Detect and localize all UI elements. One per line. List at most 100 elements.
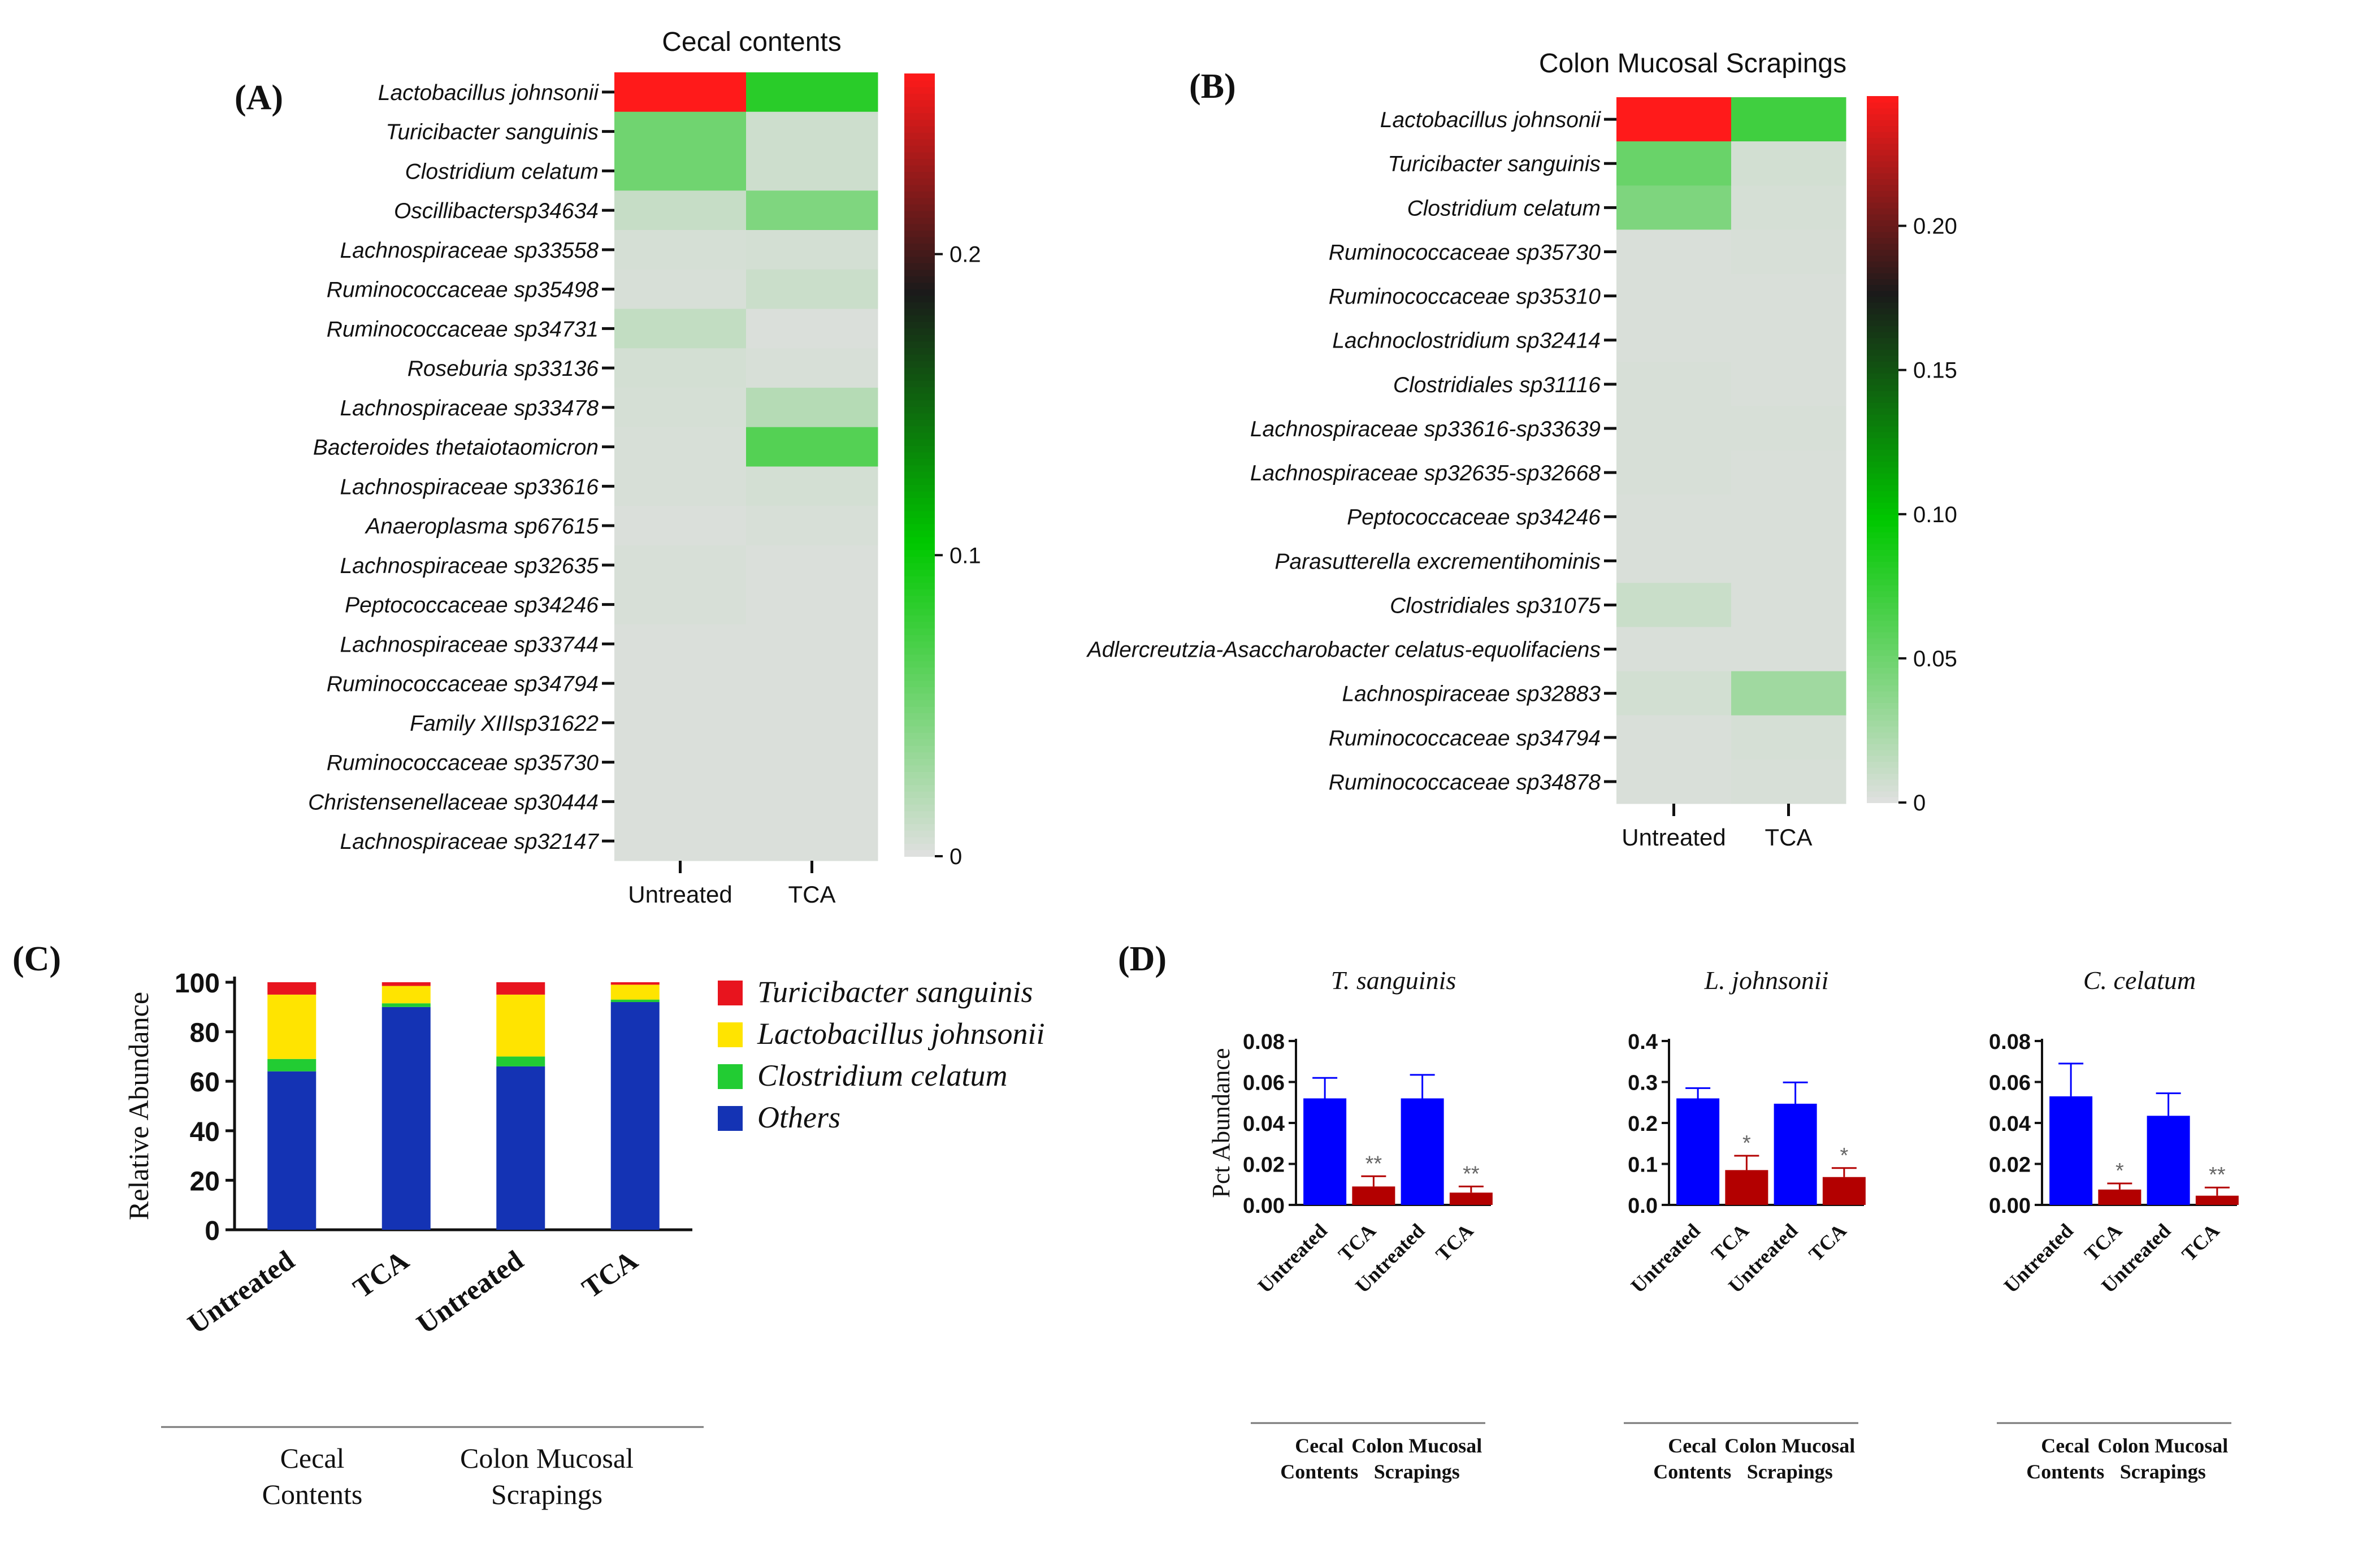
bar-c-y-tick-label: 0: [205, 1216, 220, 1246]
heatmap-b-cell: [1616, 97, 1732, 142]
heatmap-b-colorbar-segment: [1867, 443, 1898, 450]
heatmap-b-colorbar-segment: [1867, 691, 1898, 697]
heatmap-a-colorbar-segment: [904, 367, 935, 374]
heatmap-a-colorbar-segment: [904, 452, 935, 459]
heatmap-b-colorbar-segment: [1867, 331, 1898, 339]
heatmap-b-cell: [1616, 362, 1732, 407]
heatmap-a-colorbar-segment: [904, 745, 935, 753]
heatmap-b-row-label-ruminococcaceae-sp34794: Ruminococcaceae sp34794: [1329, 726, 1601, 751]
heatmap-b-colorbar-segment: [1867, 284, 1898, 291]
heatmap-b-colorbar-segment: [1867, 202, 1898, 209]
heatmap-b-cell: [1731, 715, 1846, 760]
heatmap-b-colorbar-segment: [1867, 379, 1898, 385]
bar-d-x-tick-label: TCA: [1431, 1219, 1477, 1265]
bar-d-group-label: Colon Mucosal: [1724, 1434, 1855, 1457]
heatmap-a-colorbar-segment: [904, 439, 935, 446]
heatmap-b-colorbar-segment: [1867, 626, 1898, 632]
heatmap-a-cell: [746, 388, 878, 428]
heatmap-b-colorbar-tick-label: 0.05: [1913, 647, 1957, 671]
heatmap-b-colorbar-segment: [1867, 396, 1898, 403]
bar-c-segment-clostridium-celatum: [267, 1059, 317, 1072]
heatmap-b-colorbar-segment: [1867, 302, 1898, 309]
heatmap-b-colorbar-segment: [1867, 178, 1898, 185]
heatmap-b-colorbar-segment: [1867, 520, 1898, 527]
heatmap-a-colorbar-segment: [904, 164, 935, 172]
heatmap-a-colorbar-segment: [904, 536, 935, 544]
heatmap-b-colorbar-segment: [1867, 726, 1898, 732]
heatmap-b-colorbar-segment: [1867, 567, 1898, 574]
heatmap-b-colorbar-segment: [1867, 261, 1898, 268]
heatmap-a-cell: [614, 72, 747, 112]
heatmap-b-colorbar-segment: [1867, 531, 1898, 539]
heatmap-b-colorbar-segment: [1867, 679, 1898, 686]
heatmap-a-cell: [614, 111, 747, 151]
bar-c-segment-clostridium-celatum: [382, 1003, 431, 1007]
heatmap-b-colorbar-segment: [1867, 543, 1898, 550]
heatmap-b-cell: [1731, 318, 1846, 363]
bar-d-y-tick-label: 0.0: [1628, 1194, 1658, 1218]
bar-c-legend-swatch-turicibacter-sanguinis: [718, 981, 743, 1005]
heatmap-a-colorbar-segment: [904, 628, 935, 635]
heatmap-a-colorbar-segment: [904, 138, 935, 146]
heatmap-a-colorbar-segment: [904, 243, 935, 250]
heatmap-a-cell: [746, 269, 878, 309]
heatmap-a-colorbar-segment: [904, 288, 935, 296]
bar-d-title-t-sanguinis: T. sanguinis: [1331, 966, 1456, 995]
heatmap-a-row-label-oscillibactersp34634: Oscillibactersp34634: [394, 199, 599, 223]
heatmap-a-colorbar-segment: [904, 210, 935, 218]
bar-d-group-label: Cecal: [2041, 1434, 2089, 1457]
heatmap-b-row-label-lactobacillus-johnsonii: Lactobacillus johnsonii: [1380, 108, 1602, 132]
heatmap-b-colorbar-segment: [1867, 573, 1898, 580]
bar-d-y-tick-label: 0.06: [1989, 1072, 2031, 1095]
heatmap-a-colorbar-segment: [904, 354, 935, 361]
bar-c-legend-label-others: Others: [757, 1100, 840, 1134]
heatmap-a-colorbar-segment: [904, 778, 935, 786]
heatmap-a-colorbar-segment: [904, 739, 935, 746]
bar-c-segment-others: [267, 1071, 317, 1230]
heatmap-b-colorbar-segment: [1867, 684, 1898, 692]
bar-c-segment-lactobacillus-johnsonii: [496, 994, 545, 1057]
bar-d-x-tick-label: Untreated: [1627, 1219, 1705, 1297]
heatmap-b-row-label-parasutterella-excrementihominis: Parasutterella excrementihominis: [1274, 549, 1601, 574]
heatmap-a-cell: [614, 348, 747, 388]
heatmap-b-cell: [1731, 583, 1846, 627]
heatmap-a-colorbar-segment: [904, 341, 935, 348]
heatmap-a-colorbar-segment: [904, 660, 935, 668]
heatmap-a-colorbar-segment: [904, 275, 935, 283]
heatmap-a-colorbar-segment: [904, 641, 935, 648]
heatmap-b-colorbar-segment: [1867, 637, 1898, 644]
heatmap-a-colorbar-segment: [904, 849, 935, 857]
heatmap-a-cell: [746, 782, 878, 822]
heatmap-b-colorbar-segment: [1867, 784, 1898, 792]
heatmap-b-colorbar-segment: [1867, 267, 1898, 274]
heatmap-b-colorbar-segment: [1867, 343, 1898, 350]
heatmap-a-cell: [746, 703, 878, 743]
heatmap-a-colorbar-segment: [904, 680, 935, 687]
bar-d-bar: [2147, 1116, 2190, 1205]
heatmap-a-colorbar-segment: [904, 445, 935, 453]
heatmap-a-colorbar-segment: [904, 517, 935, 524]
bar-c-group-label: Colon Mucosal: [460, 1442, 634, 1474]
heatmap-b-colorbar-segment: [1867, 755, 1898, 762]
bar-c-segment-others: [610, 1002, 660, 1230]
heatmap-a-colorbar-segment: [904, 321, 935, 329]
heatmap-a-colorbar-segment: [904, 654, 935, 661]
heatmap-a-colorbar-segment: [904, 523, 935, 531]
heatmap-a-colorbar-segment: [904, 112, 935, 120]
heatmap-b-cell: [1731, 406, 1846, 451]
heatmap-a-row-label-bacteroides-thetaiotaomicron: Bacteroides thetaiotaomicron: [313, 436, 599, 460]
bar-d-group-label: Contents: [2026, 1460, 2104, 1483]
heatmap-a-colorbar-segment: [904, 184, 935, 192]
heatmap-b-colorbar-segment: [1867, 555, 1898, 562]
heatmap-a-cell: [614, 427, 747, 467]
heatmap-b-colorbar-segment: [1867, 196, 1898, 203]
panel-label-a: (A): [235, 79, 284, 117]
bar-c-segment-clostridium-celatum: [496, 1056, 545, 1066]
heatmap-b-colorbar-segment: [1867, 696, 1898, 703]
bar-c-segment-turicibacter-sanguinis: [382, 982, 431, 986]
heatmap-b-col-label-untreated: Untreated: [1622, 824, 1726, 851]
heatmap-b-colorbar-segment: [1867, 579, 1898, 585]
heatmap-b-cell: [1616, 318, 1732, 363]
bar-c-segment-turicibacter-sanguinis: [267, 982, 317, 995]
